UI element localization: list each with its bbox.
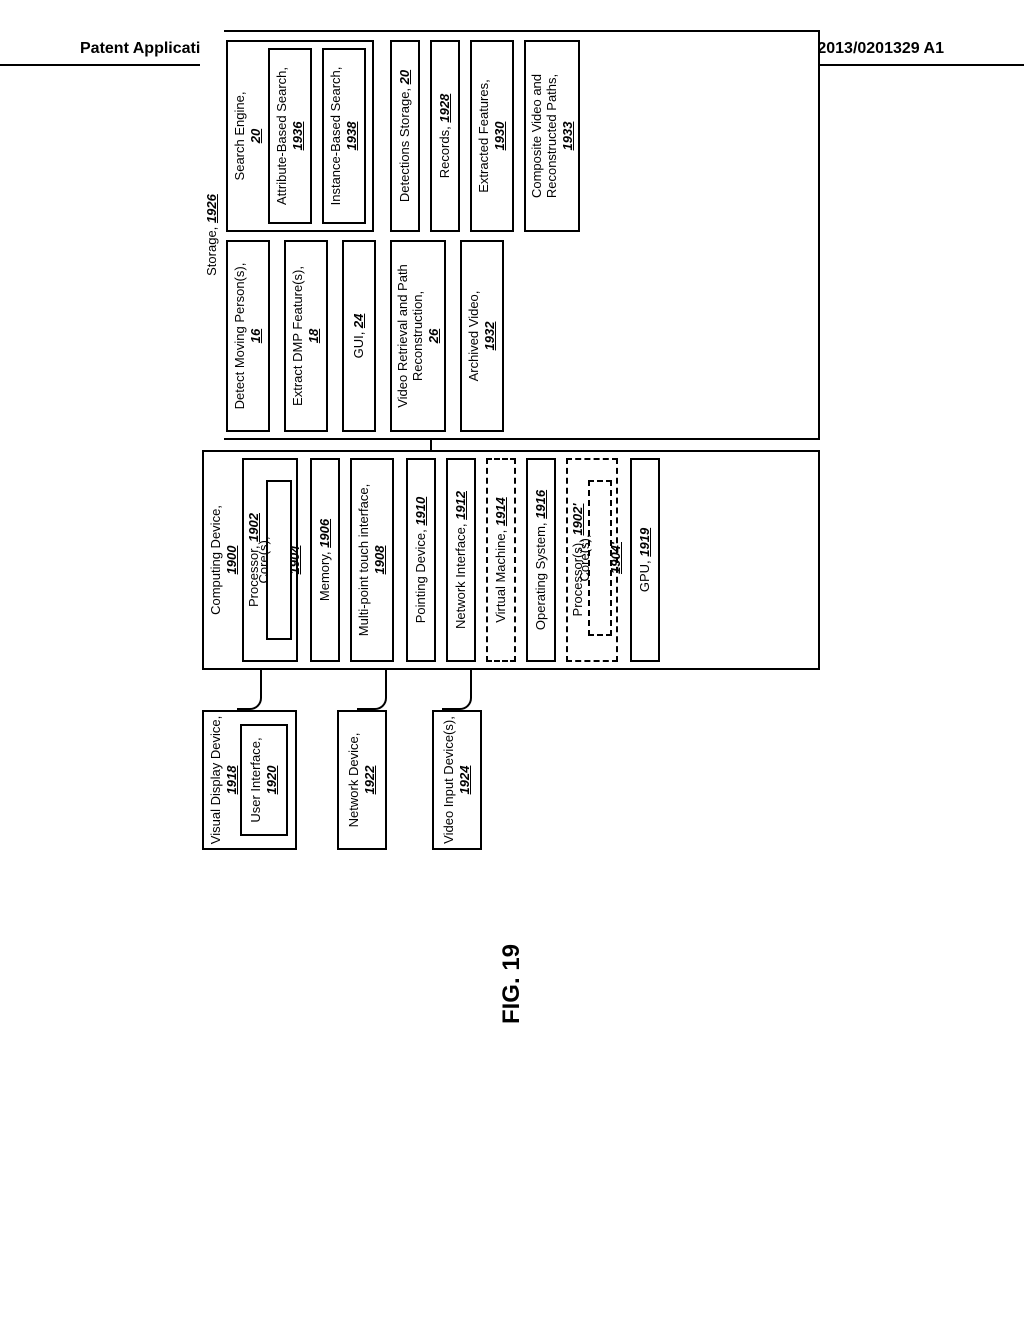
storage-title: Storage, 1926 bbox=[200, 30, 224, 440]
video-retrieval-box: Video Retrieval and Path Reconstruction,… bbox=[390, 240, 446, 432]
processor-box: Processor, 1902 Core(s), 1904 bbox=[242, 458, 298, 662]
figure-label: FIG. 19 bbox=[498, 944, 526, 1024]
records-box: Records, 1928 bbox=[430, 40, 460, 232]
extracted-features-box: Extracted Features,1930 bbox=[470, 40, 514, 232]
gui-box: GUI, 24 bbox=[342, 240, 376, 432]
visual-display-box: Visual Display Device, 1918 User Interfa… bbox=[202, 710, 297, 850]
gpu-box: GPU, 1919 bbox=[630, 458, 660, 662]
cores2-box: Core(s), 1904' bbox=[588, 480, 612, 636]
archived-video-box: Archived Video,1932 bbox=[460, 240, 504, 432]
connector-2 bbox=[357, 670, 387, 710]
connector-3 bbox=[442, 670, 472, 710]
detect-box: Detect Moving Person(s),16 bbox=[226, 240, 270, 432]
os-box: Operating System, 1916 bbox=[526, 458, 556, 662]
connector-storage bbox=[402, 438, 432, 452]
attr-search-box: Attribute-Based Search,1936 bbox=[268, 48, 312, 224]
pointing-box: Pointing Device, 1910 bbox=[406, 458, 436, 662]
diagram-container: Visual Display Device, 1918 User Interfa… bbox=[202, 30, 822, 850]
video-input-box: Video Input Device(s),1924 bbox=[432, 710, 482, 850]
memory-box: Memory, 1906 bbox=[310, 458, 340, 662]
cores-box: Core(s), 1904 bbox=[266, 480, 292, 640]
connector-1 bbox=[237, 670, 262, 710]
multitouch-box: Multi-point touch interface,1908 bbox=[350, 458, 394, 662]
netif-box: Network Interface, 1912 bbox=[446, 458, 476, 662]
extract-dmp-box: Extract DMP Feature(s),18 bbox=[284, 240, 328, 432]
vm-box: Virtual Machine, 1914 bbox=[486, 458, 516, 662]
user-interface-box: User Interface,1920 bbox=[240, 724, 288, 836]
proc2-box: Processor(s), 1902' Core(s), 1904' bbox=[566, 458, 618, 662]
inst-search-box: Instance-Based Search,1938 bbox=[322, 48, 366, 224]
composite-box: Composite Video and Reconstructed Paths,… bbox=[524, 40, 580, 232]
detections-storage-box: Detections Storage, 20 bbox=[390, 40, 420, 232]
network-device-box: Network Device,1922 bbox=[337, 710, 387, 850]
